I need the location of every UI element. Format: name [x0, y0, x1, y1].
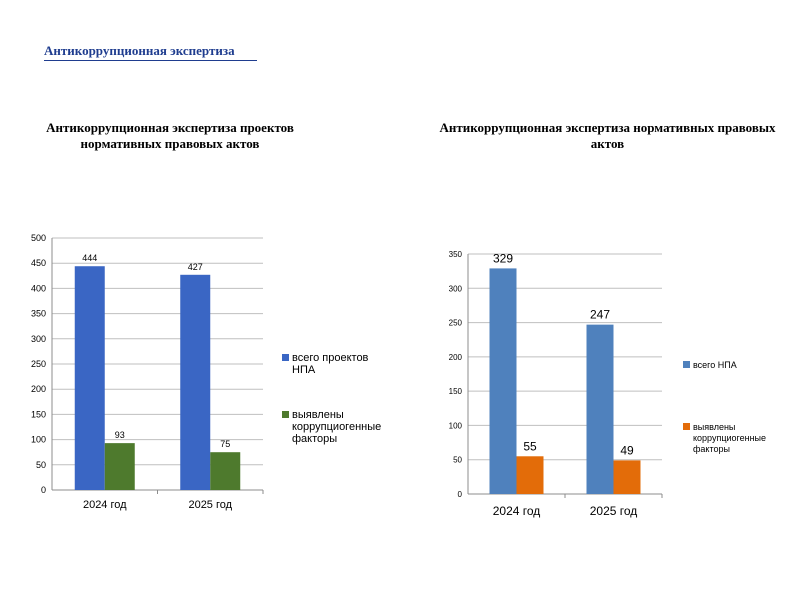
left-y-tick-label: 0	[41, 485, 46, 495]
left-y-tick-label: 500	[31, 233, 46, 243]
left-y-tick-label: 150	[31, 409, 46, 419]
left-legend-label-2: выявлены коррупциогенные факторы	[292, 409, 381, 445]
right-y-tick-label: 350	[449, 250, 463, 259]
left-bar-2	[210, 452, 241, 490]
left-y-tick-label: 350	[31, 309, 46, 319]
right-data-label: 55	[523, 439, 537, 453]
right-bar-1	[586, 324, 614, 494]
right-data-label: 329	[493, 251, 513, 265]
right-data-label: 247	[590, 308, 610, 322]
left-y-tick-label: 250	[31, 359, 46, 369]
left-bar-1	[74, 266, 105, 490]
left-legend-swatch-2	[282, 411, 289, 418]
left-x-tick-label: 2025 год	[188, 499, 232, 511]
right-bar-1	[489, 268, 517, 494]
left-data-label: 75	[220, 439, 230, 449]
right-data-label: 49	[620, 443, 634, 457]
right-x-tick-label: 2025 год	[590, 504, 638, 518]
left-bar-1	[180, 274, 211, 490]
left-legend-swatch-1	[282, 354, 289, 361]
right-y-tick-label: 250	[449, 319, 463, 328]
left-y-tick-label: 300	[31, 334, 46, 344]
right-legend-swatch-1	[683, 361, 690, 368]
right-y-tick-label: 0	[458, 490, 463, 499]
right-y-tick-label: 300	[449, 284, 463, 293]
right-legend-label-1: всего НПА	[693, 360, 737, 370]
right-bar-2	[613, 460, 641, 494]
chart-title-right: Антикоррупционная экспертиза нормативных…	[439, 120, 776, 151]
right-y-tick-label: 150	[449, 387, 463, 396]
right-y-tick-label: 200	[449, 353, 463, 362]
left-data-label: 93	[115, 430, 125, 440]
left-data-label: 444	[82, 253, 97, 263]
left-y-tick-label: 100	[31, 435, 46, 445]
page-heading: Антикоррупционная экспертиза	[44, 43, 257, 61]
left-data-label: 427	[188, 262, 203, 272]
left-y-tick-label: 200	[31, 384, 46, 394]
left-bar-2	[104, 443, 135, 490]
left-x-tick-label: 2024 год	[83, 499, 127, 511]
right-y-tick-label: 100	[449, 421, 463, 430]
right-y-tick-label: 50	[453, 456, 462, 465]
left-y-tick-label: 450	[31, 258, 46, 268]
right-legend-label-2: выявлены коррупциогенные факторы	[693, 422, 766, 454]
right-bar-2	[516, 456, 544, 494]
left-legend-label-1: всего проектов НПА	[292, 352, 369, 376]
right-x-tick-label: 2024 год	[493, 504, 541, 518]
left-y-tick-label: 400	[31, 283, 46, 293]
left-y-tick-label: 50	[36, 460, 46, 470]
chart-title-left: Антикоррупционная экспертиза проектов но…	[46, 120, 294, 151]
right-legend-swatch-2	[683, 423, 690, 430]
